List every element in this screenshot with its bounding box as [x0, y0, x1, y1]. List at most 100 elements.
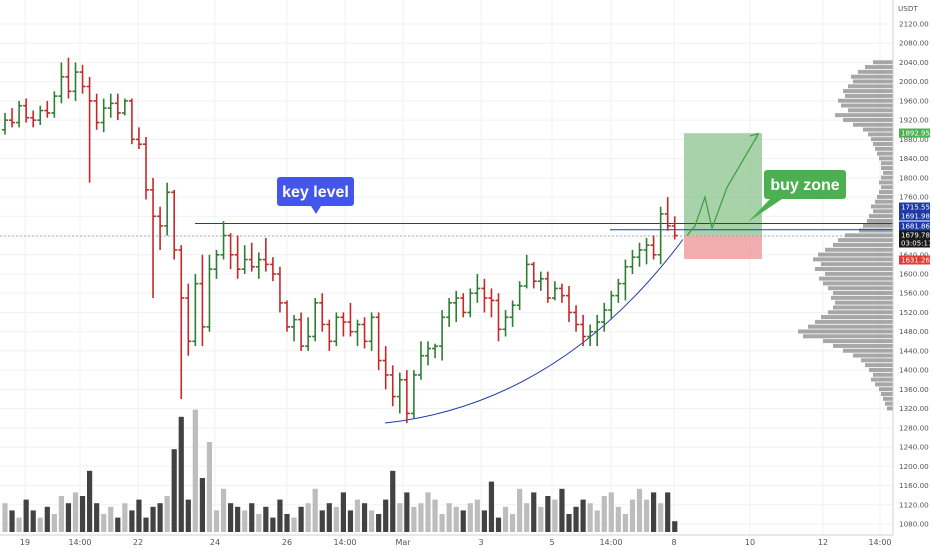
ohlc-bar: [467, 288, 474, 318]
volume-bar: [502, 506, 509, 532]
price-tag-bg: [899, 128, 930, 138]
price-tag-label: 1892.95: [901, 130, 930, 138]
y-tick-label: 1480.00: [899, 327, 929, 336]
volume-profile-bar: [863, 127, 893, 132]
ohlc-bar: [30, 110, 37, 128]
support-curve: [384, 239, 684, 424]
volume-bar: [9, 510, 15, 532]
ohlc-bar: [51, 91, 58, 118]
volume-profile-bar: [833, 343, 893, 348]
stop-zone: [684, 235, 762, 259]
volume-bar: [566, 514, 572, 532]
volume-bar: [157, 503, 163, 532]
price-tag-bg: [899, 221, 930, 231]
volume-profile-bar: [815, 319, 893, 324]
volume-profile-bar: [881, 166, 893, 171]
volume-bar: [615, 506, 621, 532]
ohlc-bar: [9, 108, 16, 128]
price-tag-label: 1679.78: [901, 232, 930, 240]
x-tick-label: 12: [818, 538, 828, 547]
volume-profile-bar: [875, 199, 893, 204]
y-tick-label: 1640.00: [899, 250, 929, 259]
ohlc-bar: [128, 98, 135, 145]
price-tag-label: 1681.86: [901, 223, 930, 231]
y-tick-label: 1920.00: [899, 116, 929, 125]
price-tag-bg: [899, 238, 930, 248]
ohlc-bar: [79, 64, 86, 94]
volume-profile-bar: [828, 286, 893, 291]
volume-bar: [122, 503, 128, 532]
ohlc-bar: [502, 310, 509, 337]
volume-bar: [312, 488, 318, 532]
key-level-bubble-pointer: [311, 206, 321, 214]
ohlc-bar: [37, 105, 44, 125]
x-tick-label: 14:00: [868, 538, 891, 547]
x-tick-label: 24: [210, 538, 220, 547]
ohlc-bar: [185, 283, 192, 356]
ohlc-bar: [291, 314, 298, 342]
ohlc-bar: [107, 93, 114, 118]
y-tick-label: 2080.00: [899, 39, 929, 48]
volume-profile-bar: [881, 161, 893, 166]
ohlc-bar: [537, 271, 544, 291]
price-axis-bg: [893, 0, 932, 550]
volume-bar: [291, 517, 297, 532]
volume-bar: [72, 492, 79, 532]
ohlc-bar: [2, 112, 8, 135]
volume-profile-bar: [831, 295, 893, 300]
volume-profile-bar: [873, 372, 893, 377]
price-tag-bg: [899, 255, 930, 265]
ohlc-bar: [446, 298, 453, 327]
volume-bar: [354, 499, 361, 532]
ohlc-bar: [192, 274, 199, 347]
volume-bar: [531, 492, 537, 532]
volume-profile-bar: [853, 353, 893, 358]
volume-profile-bar: [877, 194, 893, 199]
volume-bar: [488, 481, 495, 532]
volume-profile-bar: [887, 406, 893, 411]
volume-bar: [446, 503, 452, 532]
volume-bar: [672, 521, 678, 532]
volume-bar: [199, 478, 205, 532]
volume-bar: [58, 496, 64, 532]
volume-profile-bar: [841, 103, 893, 108]
volume-profile-bar: [881, 391, 893, 396]
volume-bar: [235, 506, 241, 532]
key-level-bubble: key level: [277, 177, 354, 214]
volume-bar: [30, 510, 36, 532]
ohlc-bar: [516, 281, 523, 311]
ohlc-bar: [213, 249, 220, 279]
x-tick-label: 14:00: [599, 538, 622, 547]
ohlc-bar: [312, 298, 319, 342]
ohlc-bar: [558, 283, 565, 303]
x-tick-label: 3: [478, 538, 483, 547]
price-tag: 1681.86: [899, 221, 930, 231]
ohlc-bar: [580, 314, 587, 347]
ohlc-bar: [319, 293, 326, 332]
price-tag-label: 1691.98: [901, 213, 930, 221]
ohlc-bar: [488, 288, 495, 318]
volume-bar: [94, 503, 100, 532]
ohlc-bar: [333, 312, 340, 347]
volume-bar: [524, 503, 530, 532]
projection-arrowhead: [749, 132, 760, 141]
volume-bar: [411, 506, 417, 532]
ohlc-bar: [643, 237, 650, 265]
volume-bar: [601, 496, 607, 532]
ohlc-bar: [220, 221, 227, 260]
volume-profile-bar: [865, 363, 893, 368]
volume-profile-bar: [821, 262, 893, 267]
volume-profile-bar: [873, 60, 893, 65]
volume-profile-bar: [835, 113, 893, 118]
ohlc-bar: [615, 278, 622, 303]
ohlc-bar: [389, 365, 396, 407]
volume-profile-bar: [869, 367, 893, 372]
volume-bar: [636, 488, 643, 532]
ohlc-bar: [276, 266, 283, 313]
volume-bar: [263, 506, 269, 532]
ohlc-bar: [93, 93, 100, 130]
volume-bar: [319, 510, 325, 532]
y-tick-label: 1080.00: [899, 520, 929, 529]
ohlc-bar: [544, 271, 551, 303]
